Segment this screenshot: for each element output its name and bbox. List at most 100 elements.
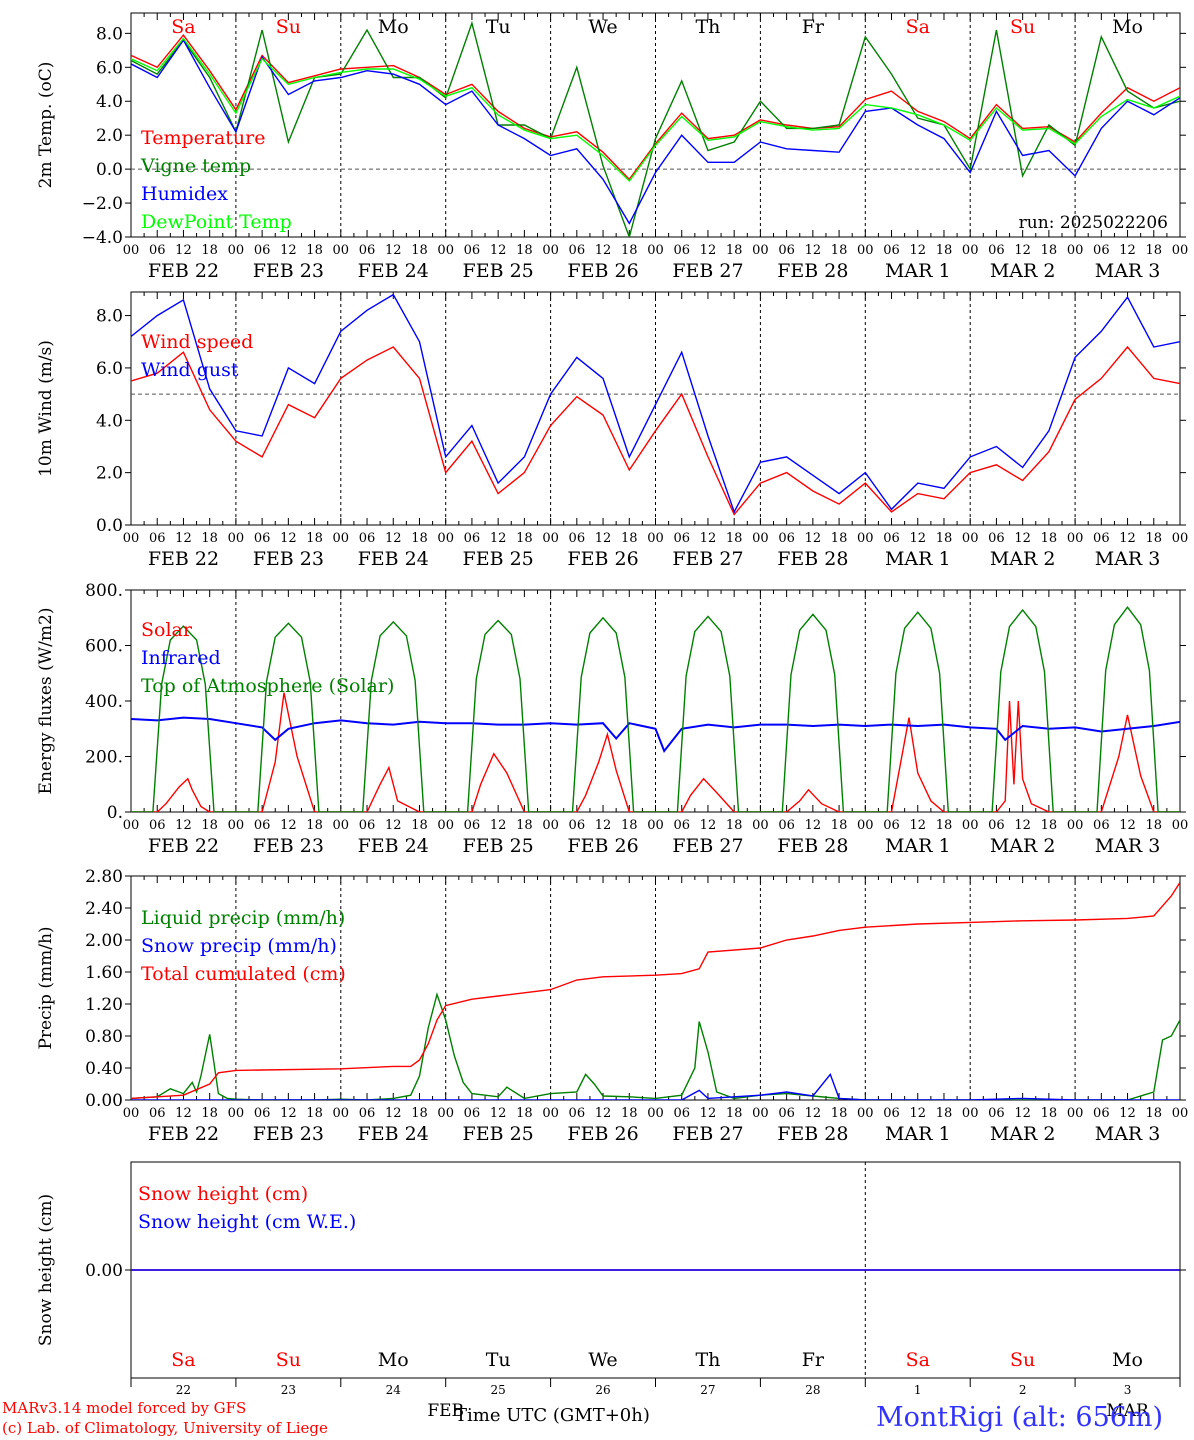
hour-label: 12 xyxy=(700,243,717,258)
date-label: MAR 3 xyxy=(1095,548,1161,570)
hour-label: 00 xyxy=(123,243,140,258)
date-label: FEB 23 xyxy=(253,1123,324,1145)
hour-label: 12 xyxy=(280,531,297,546)
hour-label: 18 xyxy=(1041,818,1058,833)
hour-label: 18 xyxy=(831,818,848,833)
hour-label: 18 xyxy=(1146,243,1163,258)
hour-label: 06 xyxy=(254,531,271,546)
hour-label: 00 xyxy=(962,531,979,546)
hour-label: 00 xyxy=(962,818,979,833)
hour-label: 06 xyxy=(149,818,166,833)
hour-label: 00 xyxy=(228,1106,245,1121)
hour-label: 00 xyxy=(333,531,350,546)
day-number: 28 xyxy=(805,1383,820,1397)
hour-label: 12 xyxy=(490,1106,507,1121)
weekday-label: Sa xyxy=(906,1349,930,1371)
series-line-dewpoint-temp xyxy=(131,37,1180,183)
day-number: 2 xyxy=(1019,1383,1027,1397)
hour-label: 06 xyxy=(673,531,690,546)
date-label: MAR 2 xyxy=(990,1123,1056,1145)
legend-entry: Snow precip (mm/h) xyxy=(141,935,337,957)
date-label: FEB 27 xyxy=(672,260,743,282)
hour-label: 12 xyxy=(1014,243,1031,258)
weekday-label: Sa xyxy=(171,1349,195,1371)
hour-label: 12 xyxy=(909,1106,926,1121)
date-label: FEB 24 xyxy=(358,548,429,570)
date-label: FEB 25 xyxy=(463,260,534,282)
hour-label: 12 xyxy=(175,1106,192,1121)
hour-label: 18 xyxy=(726,531,743,546)
legend-entry: Infrared xyxy=(141,647,221,669)
series-line-humidex xyxy=(131,38,1180,225)
weekday-label: Su xyxy=(1010,16,1035,38)
day-number: 26 xyxy=(595,1383,610,1397)
hour-label: 00 xyxy=(1067,243,1084,258)
hour-label: 18 xyxy=(306,1106,323,1121)
series-group xyxy=(131,20,1180,237)
hour-label: 18 xyxy=(411,1106,428,1121)
hour-label: 06 xyxy=(359,818,376,833)
hour-label: 00 xyxy=(1172,243,1189,258)
y-axis-title: Energy fluxes (W/m2) xyxy=(36,608,56,795)
hour-label: 12 xyxy=(1014,531,1031,546)
hour-label: 06 xyxy=(988,818,1005,833)
y-tick-label: 0.0 xyxy=(96,160,123,180)
hour-label: 06 xyxy=(988,243,1005,258)
date-label: FEB 24 xyxy=(358,835,429,857)
hour-label: 00 xyxy=(752,1106,769,1121)
run-label: run: 2025022206 xyxy=(1019,213,1168,233)
hour-label: 18 xyxy=(726,818,743,833)
hour-label: 18 xyxy=(201,818,218,833)
hour-label: 00 xyxy=(437,531,454,546)
hour-label: 12 xyxy=(805,818,822,833)
panel-2: 0.0 2.0 4.0 6.0 8.0 10m Wind (m/s) 00 06 12 18 FEB… xyxy=(36,291,1188,570)
date-label: FEB 25 xyxy=(463,835,534,857)
date-label: MAR 2 xyxy=(990,260,1056,282)
date-label: FEB 22 xyxy=(148,1123,219,1145)
hour-label: 00 xyxy=(542,531,559,546)
date-label: FEB 27 xyxy=(672,1123,743,1145)
hour-label: 18 xyxy=(831,243,848,258)
hour-label: 00 xyxy=(647,1106,664,1121)
y-tick-label: −2.0 xyxy=(82,194,123,214)
hour-label: 18 xyxy=(516,531,533,546)
hour-label: 18 xyxy=(411,531,428,546)
legend-entry: Solar xyxy=(141,619,193,641)
model-credit: MARv3.14 model forced by GFS xyxy=(2,1399,247,1417)
series-line-liquid-precip-mm-h- xyxy=(131,991,1180,1100)
hour-label: 18 xyxy=(516,1106,533,1121)
series-line-top-of-atmosphere-solar- xyxy=(131,606,1180,812)
hour-label: 00 xyxy=(857,531,874,546)
hour-label: 12 xyxy=(1119,1106,1136,1121)
hour-label: 12 xyxy=(490,818,507,833)
date-label: FEB 25 xyxy=(463,1123,534,1145)
hour-label: 12 xyxy=(909,818,926,833)
legend-entry: Liquid precip (mm/h) xyxy=(141,907,345,929)
y-axis-title: 2m Temp. (oC) xyxy=(36,62,56,189)
date-label: FEB 25 xyxy=(463,548,534,570)
hour-label: 18 xyxy=(411,243,428,258)
hour-label: 18 xyxy=(201,531,218,546)
panel-3: 0. 200. 400. 600. 800. Energy fluxes (W/m2) 00… xyxy=(36,581,1188,857)
weekday-label: We xyxy=(588,16,617,38)
y-tick-label: 0.40 xyxy=(85,1059,123,1079)
hour-label: 00 xyxy=(1067,818,1084,833)
date-label: FEB 22 xyxy=(148,260,219,282)
y-tick-label: 2.00 xyxy=(85,931,123,951)
hour-label: 06 xyxy=(569,531,586,546)
legend-entry: Top of Atmosphere (Solar) xyxy=(141,675,394,697)
hour-label: 12 xyxy=(805,1106,822,1121)
legend-entry: Total cumulated (cm) xyxy=(141,963,346,985)
hour-label: 00 xyxy=(437,1106,454,1121)
hour-label: 00 xyxy=(228,531,245,546)
y-tick-label: 2.0 xyxy=(96,464,123,484)
hour-label: 06 xyxy=(673,1106,690,1121)
hour-label: 00 xyxy=(647,531,664,546)
hour-label: 12 xyxy=(595,531,612,546)
plot-frame xyxy=(130,12,1181,238)
hour-label: 12 xyxy=(595,243,612,258)
day-number: 27 xyxy=(700,1383,715,1397)
hour-label: 18 xyxy=(621,531,638,546)
hour-label: 12 xyxy=(175,243,192,258)
